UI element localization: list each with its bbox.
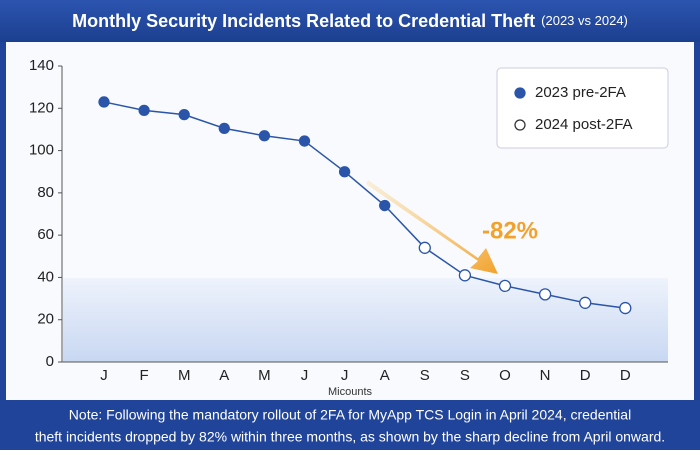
point bbox=[619, 301, 632, 315]
y-tick-label: 100 bbox=[29, 142, 54, 159]
legend-marker bbox=[514, 119, 526, 131]
point bbox=[418, 241, 431, 254]
x-tick-label: S bbox=[420, 367, 430, 384]
x-tick-label: F bbox=[140, 367, 149, 384]
y-tick-label: 80 bbox=[37, 184, 54, 201]
x-tick-label: J bbox=[301, 367, 309, 384]
point bbox=[258, 130, 271, 142]
point bbox=[98, 96, 110, 108]
point bbox=[379, 199, 391, 212]
header bbox=[0, 0, 700, 42]
legend-label: 2024 post-2FA bbox=[535, 116, 633, 133]
point bbox=[298, 135, 311, 147]
point bbox=[538, 288, 552, 301]
point bbox=[218, 122, 230, 135]
x-tick-label: J bbox=[341, 367, 349, 384]
x-tick-label: D bbox=[580, 367, 591, 384]
x-tick-label: A bbox=[219, 367, 229, 384]
x-tick-label: M bbox=[258, 367, 271, 384]
legend-label: 2023 pre-2FA bbox=[535, 84, 626, 101]
series-line bbox=[424, 247, 626, 309]
x-tick-label: D bbox=[620, 367, 631, 384]
legend-marker bbox=[514, 87, 526, 99]
y-tick-label: 140 bbox=[29, 57, 54, 74]
x-tick-label: O bbox=[499, 367, 511, 384]
series-connector bbox=[384, 205, 426, 249]
point bbox=[338, 166, 351, 178]
annotation: -82% bbox=[482, 217, 538, 244]
y-tick-label: 40 bbox=[37, 268, 54, 285]
point bbox=[579, 296, 592, 309]
x-tick-label: A bbox=[380, 367, 390, 384]
x-axis-label: Micounts bbox=[328, 386, 373, 398]
x-tick-label: S bbox=[460, 367, 470, 384]
annotation-arrow bbox=[366, 180, 498, 274]
y-tick-label: 120 bbox=[29, 99, 54, 116]
y-tick-label: 20 bbox=[37, 311, 54, 328]
point bbox=[138, 104, 150, 117]
point bbox=[458, 269, 472, 282]
note-line: theft incidents dropped by 82% within th… bbox=[35, 429, 665, 445]
x-tick-label: J bbox=[100, 367, 108, 384]
series-line bbox=[103, 101, 386, 207]
chart-title: Monthly Security Incidents Related to Cr… bbox=[72, 11, 628, 31]
point bbox=[178, 108, 190, 121]
point bbox=[498, 279, 512, 293]
shaded-region bbox=[63, 278, 668, 362]
x-tick-label: M bbox=[178, 367, 191, 384]
y-tick-label: 60 bbox=[37, 226, 54, 243]
y-tick-label: 0 bbox=[46, 353, 54, 370]
legend bbox=[496, 67, 669, 149]
x-tick-label: N bbox=[540, 367, 551, 384]
note-line: Note: Following the mandatory rollout of… bbox=[69, 407, 631, 423]
